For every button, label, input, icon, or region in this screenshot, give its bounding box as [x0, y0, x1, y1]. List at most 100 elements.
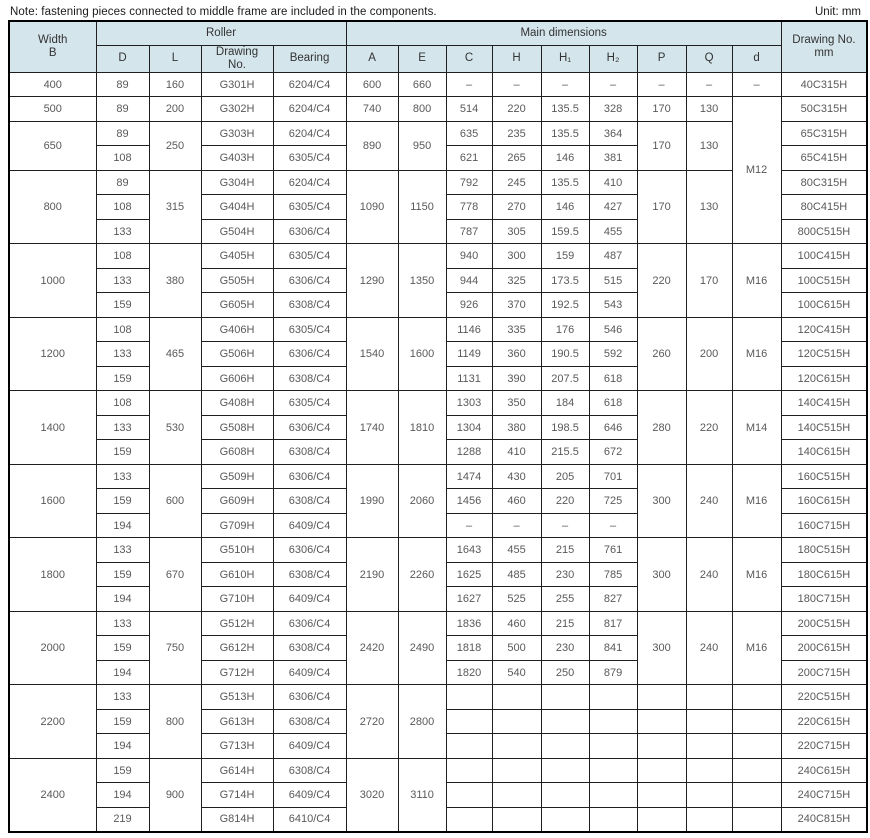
- cell: 750: [148, 610, 202, 686]
- cell: 778: [445, 194, 493, 220]
- cell: 160: [148, 71, 202, 98]
- cell: 100C415H: [780, 243, 868, 269]
- table-row: 1200 108 465 G406H 6305/C4 1540 1600 1146 335 176…: [8, 316, 868, 392]
- cell: [491, 806, 542, 833]
- cell: 133: [95, 414, 150, 441]
- cell: 725: [588, 488, 638, 514]
- cell: 1200: [8, 316, 97, 392]
- cell: 130: [685, 120, 733, 171]
- cell: 6305/C4: [272, 316, 347, 343]
- cell: 160C715H: [780, 512, 868, 539]
- cell: 159: [95, 757, 150, 784]
- column-header: C: [445, 44, 493, 73]
- cell: [491, 782, 542, 808]
- cell: 120C615H: [780, 365, 868, 392]
- cell: 215: [540, 537, 590, 563]
- cell: 159: [95, 365, 150, 392]
- cell: 133: [95, 684, 150, 710]
- cell: 240C815H: [780, 806, 868, 833]
- cell: 3020: [345, 757, 399, 833]
- cell: [588, 708, 638, 735]
- cell: [731, 733, 782, 759]
- cell: 3110: [397, 757, 447, 833]
- cell: [636, 708, 687, 735]
- cell: 173.5: [540, 267, 590, 294]
- cell: 190.5: [540, 341, 590, 367]
- table-row: 159 G613H 6308/C4 220C615H: [9, 708, 868, 735]
- cell: 184: [540, 390, 590, 416]
- cell: [491, 708, 542, 735]
- cell: 192.5: [540, 292, 590, 318]
- cell: 140C415H: [780, 390, 868, 416]
- cell: 194: [95, 782, 150, 808]
- cell: 740: [345, 96, 399, 122]
- cell: G610H: [200, 561, 274, 588]
- cell: 133: [95, 463, 150, 490]
- cell: G301H: [200, 71, 274, 98]
- cell: –: [636, 71, 687, 98]
- cell: 800C515H: [780, 218, 868, 245]
- table-row: 1800 133 670 G510H 6306/C4 2190 2260 1643 455 215…: [8, 537, 868, 612]
- table-body: 400 89 160 G301H 6204/C4 600 660– – – – – – –40C315H…: [8, 71, 868, 833]
- cell: 220: [685, 390, 733, 465]
- cell: [445, 782, 493, 808]
- cell: 130: [685, 169, 733, 245]
- cell: G613H: [200, 708, 274, 735]
- cell: 89: [95, 96, 150, 122]
- table-row: 1000 108 380 G405H 6305/C4 1290 1350 940 300 159 4…: [8, 243, 868, 318]
- cell: 6308/C4: [272, 292, 347, 318]
- cell: 80C315H: [780, 169, 868, 196]
- column-header-drawing-no-mm: Drawing No. mm: [780, 20, 868, 73]
- table-row: 500 89 200 G302H 6204/C4 740 800 514 220 135.5 328…: [8, 96, 868, 245]
- table-row: 194 G710H 6409/C4 1627 525 255 827 180C715H: [9, 586, 868, 612]
- cell: –: [540, 512, 590, 539]
- cell: 6409/C4: [272, 782, 347, 808]
- cell: 2800: [397, 684, 447, 759]
- cell: M12: [731, 96, 782, 245]
- cell: 6409/C4: [272, 586, 347, 612]
- cell: 6308/C4: [272, 488, 347, 514]
- cell: 817: [588, 610, 638, 637]
- cell: 427: [588, 194, 638, 220]
- cell: 2000: [8, 610, 97, 686]
- cell: 240: [685, 610, 733, 686]
- cell: [636, 684, 687, 710]
- cell: 240C615H: [780, 757, 868, 784]
- column-header: L: [148, 44, 202, 73]
- cell: [445, 708, 493, 735]
- cell: 180C715H: [780, 586, 868, 612]
- cell: 390: [491, 365, 542, 392]
- cell: 250: [540, 659, 590, 686]
- cell: 6306/C4: [272, 218, 347, 245]
- table-row: 108 G403H 6305/C4 621 265 146 381 65C415H: [9, 145, 868, 171]
- cell: 460: [491, 610, 542, 637]
- cell: 6308/C4: [272, 439, 347, 465]
- cell: –: [445, 71, 493, 98]
- column-header: H₁: [540, 44, 590, 73]
- table-row: 2000 133 750 G512H 6306/C4 2420 2490 1836 460 215…: [8, 610, 868, 686]
- cell: 6305/C4: [272, 194, 347, 220]
- cell: [731, 684, 782, 710]
- cell: [636, 806, 687, 833]
- cell: 159: [95, 292, 150, 318]
- cell: 6308/C4: [272, 561, 347, 588]
- cell: 255: [540, 586, 590, 612]
- cell: 380: [148, 243, 202, 318]
- cell: –: [731, 71, 782, 98]
- cell: –: [588, 512, 638, 539]
- cell: 108: [95, 316, 150, 343]
- cell: 1090: [345, 169, 399, 245]
- cell: G303H: [200, 120, 274, 147]
- cell: 380: [491, 414, 542, 441]
- cell: G605H: [200, 292, 274, 318]
- cell: 135.5: [540, 120, 590, 147]
- cell: G608H: [200, 439, 274, 465]
- cell: 108: [95, 390, 150, 416]
- cell: –: [588, 71, 638, 98]
- cell: M16: [731, 243, 782, 318]
- cell: 180C515H: [780, 537, 868, 563]
- cell: 618: [588, 390, 638, 416]
- cell: 170: [636, 120, 687, 171]
- cell: 1836: [445, 610, 493, 637]
- cell: M16: [731, 537, 782, 612]
